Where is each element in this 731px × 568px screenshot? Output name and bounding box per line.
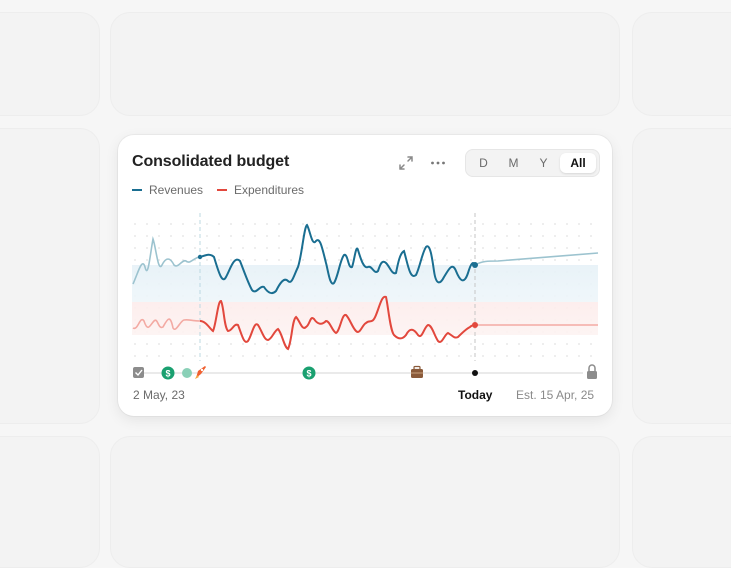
ghost-card bbox=[632, 128, 731, 424]
ghost-card bbox=[632, 12, 731, 116]
legend-swatch-revenues bbox=[132, 189, 142, 191]
svg-text:$: $ bbox=[306, 369, 311, 379]
revenue-start-point bbox=[197, 254, 203, 260]
briefcase-icon[interactable] bbox=[411, 365, 423, 379]
expenditure-band bbox=[132, 302, 598, 335]
rocket-icon[interactable] bbox=[195, 366, 206, 379]
legend-swatch-expenditures bbox=[217, 189, 227, 191]
legend-revenues: Revenues bbox=[132, 183, 203, 197]
more-icon bbox=[431, 161, 445, 165]
budget-card: Consolidated budget D M Y All Revenues E… bbox=[118, 135, 612, 416]
more-options-button[interactable] bbox=[429, 154, 451, 172]
revenue-line-history bbox=[132, 236, 201, 285]
budget-chart: $ $ bbox=[132, 213, 599, 380]
checkbox-icon[interactable] bbox=[133, 367, 144, 378]
ghost-card bbox=[0, 436, 100, 568]
ghost-card bbox=[110, 12, 620, 116]
period-option-y[interactable]: Y bbox=[539, 156, 548, 170]
period-option-m[interactable]: M bbox=[508, 156, 519, 170]
legend-label-expenditures: Expenditures bbox=[234, 183, 305, 197]
expenditure-line-history bbox=[132, 318, 201, 330]
expand-icon bbox=[399, 156, 413, 170]
expenditure-line bbox=[199, 295, 476, 351]
legend-label-revenues: Revenues bbox=[149, 183, 204, 197]
card-title: Consolidated budget bbox=[132, 153, 290, 170]
dollar-icon[interactable] bbox=[182, 368, 192, 378]
ghost-card bbox=[0, 128, 100, 424]
timeline-start-date: 2 May, 23 bbox=[133, 388, 185, 402]
ghost-card bbox=[632, 436, 731, 568]
legend-expenditures: Expenditures bbox=[217, 183, 304, 197]
period-selector: D M Y All bbox=[465, 149, 600, 177]
period-option-d[interactable]: D bbox=[479, 156, 488, 170]
dollar-icon[interactable]: $ bbox=[302, 366, 316, 380]
timeline-end-date: Est. 15 Apr, 25 bbox=[516, 388, 595, 402]
revenue-band bbox=[132, 265, 598, 302]
today-dot-icon[interactable] bbox=[472, 370, 478, 376]
revenue-today-point bbox=[472, 262, 478, 268]
dollar-icon[interactable]: $ bbox=[161, 366, 175, 380]
svg-text:$: $ bbox=[165, 369, 170, 379]
expenditure-today-point bbox=[472, 322, 478, 328]
ghost-card bbox=[110, 436, 620, 568]
expand-button[interactable] bbox=[397, 154, 419, 172]
ghost-card bbox=[0, 12, 100, 116]
period-option-all[interactable]: All bbox=[560, 153, 596, 173]
lock-icon[interactable] bbox=[587, 364, 597, 379]
revenue-line bbox=[199, 223, 476, 295]
timeline-today-label: Today bbox=[458, 388, 493, 402]
